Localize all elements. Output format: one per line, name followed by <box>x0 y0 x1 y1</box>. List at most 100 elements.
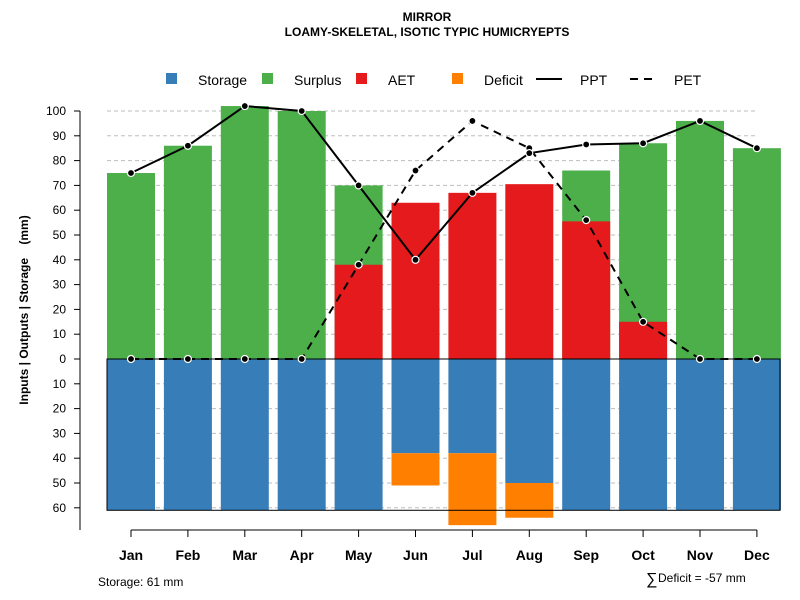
point-ppt-nov <box>695 116 705 126</box>
bar-surplus-mar <box>220 106 269 359</box>
point-pet-oct <box>638 317 648 326</box>
x-tick-label-may: May <box>345 547 372 563</box>
series-points <box>126 101 762 364</box>
bar-storage-dec <box>732 359 781 511</box>
bar-storage-nov <box>676 359 724 511</box>
bar-storage-jun <box>391 359 440 454</box>
legend: Storage Surplus AET Deficit PPT PET <box>166 72 702 88</box>
bar-surplus-feb <box>163 145 212 359</box>
bar-aet-may <box>334 264 383 359</box>
bar-storage-feb <box>163 359 212 511</box>
bar-deficit-aug <box>505 483 554 518</box>
bar-aet-jun <box>391 202 440 359</box>
bar-deficit-jul <box>448 453 497 526</box>
y-axis: 0 10 20 30 40 50 60 70 80 90 100 10 20 30 40 50 60 <box>46 104 81 530</box>
legend-label-storage: Storage <box>198 72 247 88</box>
y-tick-label: 50 <box>53 228 67 242</box>
bar-storage-jul <box>448 359 497 454</box>
bar-storage-aug <box>505 359 554 483</box>
x-tick-label-nov: Nov <box>687 547 714 563</box>
storage-annotation: Storage: 61 mm <box>98 575 183 589</box>
legend-swatch-aet <box>356 73 367 84</box>
point-pet-jun <box>411 166 420 175</box>
point-pet-feb <box>183 354 192 364</box>
y-tick-label: 50 <box>53 476 67 490</box>
x-tick-label-feb: Feb <box>175 547 200 563</box>
legend-label-aet: AET <box>388 72 416 88</box>
x-tick-label-oct: Oct <box>631 547 655 563</box>
legend-swatch-deficit <box>452 73 463 84</box>
y-tick-label: 30 <box>53 426 67 440</box>
y-tick-label: 10 <box>53 377 67 391</box>
x-tick-label-sep: Sep <box>573 547 599 563</box>
bar-surplus-apr <box>277 111 326 359</box>
bar-storage-apr <box>277 359 326 511</box>
legend-label-deficit: Deficit <box>484 72 523 88</box>
bar-storage-sep <box>562 359 611 511</box>
bar-storage-jan <box>107 359 155 511</box>
point-pet-dec <box>752 354 762 364</box>
x-tick-label-jan: Jan <box>119 547 143 563</box>
line-pet <box>131 119 757 360</box>
bar-aet-aug <box>505 184 554 359</box>
deficit-annotation: Deficit = -57 mm <box>658 571 746 585</box>
legend-swatch-surplus <box>262 73 273 84</box>
chart-title: MIRROR <box>403 10 452 24</box>
point-ppt-jan <box>126 168 136 178</box>
point-ppt-jun <box>411 255 420 264</box>
point-pet-sep <box>582 216 591 225</box>
y-tick-label: 40 <box>53 451 67 465</box>
bar-surplus-nov <box>676 120 724 359</box>
x-tick-label-apr: Apr <box>290 547 315 563</box>
y-tick-label: 90 <box>53 129 67 143</box>
y-tick-label: 40 <box>53 253 67 267</box>
legend-label-pet: PET <box>674 72 702 88</box>
bar-aet-jul <box>448 192 497 359</box>
x-tick-label-aug: Aug <box>516 547 543 563</box>
y-tick-label: 10 <box>53 327 67 341</box>
y-tick-label: 60 <box>53 203 67 217</box>
y-tick-label: 70 <box>53 178 67 192</box>
deficit-sum-icon: ∑ <box>646 571 657 588</box>
legend-label-surplus: Surplus <box>294 72 341 88</box>
point-ppt-mar <box>240 101 249 111</box>
y-axis-label: Inputs | Outputs | Storage (mm) <box>17 215 31 404</box>
storage-frame <box>106 358 781 511</box>
y-tick-label: 100 <box>46 104 66 118</box>
point-pet-mar <box>240 354 249 364</box>
point-pet-nov <box>695 354 705 364</box>
bar-storage-oct <box>619 359 668 511</box>
point-pet-jan <box>126 354 136 364</box>
bar-surplus-jan <box>107 173 155 359</box>
point-ppt-aug <box>525 149 534 158</box>
x-tick-label-dec: Dec <box>744 547 770 563</box>
y-tick-label: 20 <box>53 302 67 316</box>
bar-storage-mar <box>220 359 269 511</box>
x-tick-label-jul: Jul <box>462 547 482 563</box>
legend-swatch-storage <box>166 73 177 84</box>
point-ppt-may <box>354 181 363 190</box>
x-tick-label-jun: Jun <box>403 547 428 563</box>
legend-label-ppt: PPT <box>580 72 608 88</box>
point-pet-apr <box>297 354 306 364</box>
x-tick-label-mar: Mar <box>232 547 257 563</box>
point-pet-may <box>354 260 363 269</box>
point-pet-jul <box>468 116 477 126</box>
bars <box>107 106 781 526</box>
bar-aet-oct <box>619 321 668 359</box>
bar-storage-may <box>334 359 383 511</box>
bar-deficit-jun <box>391 453 440 486</box>
y-tick-label: 30 <box>53 278 67 292</box>
point-ppt-feb <box>183 141 192 150</box>
point-ppt-dec <box>752 144 762 153</box>
bar-surplus-dec <box>732 148 781 359</box>
series-lines <box>130 105 758 360</box>
y-tick-label: 80 <box>53 154 67 168</box>
line-ppt <box>130 105 758 262</box>
chart-subtitle: LOAMY-SKELETAL, ISOTIC TYPIC HUMICRYEPTS <box>285 25 570 39</box>
x-axis: Jan Feb Mar Apr May Jun Jul Aug Sep Oct Nov Dec <box>119 529 770 563</box>
y-tick-label: 0 <box>59 352 66 366</box>
point-ppt-apr <box>297 106 306 116</box>
point-ppt-oct <box>638 139 648 148</box>
